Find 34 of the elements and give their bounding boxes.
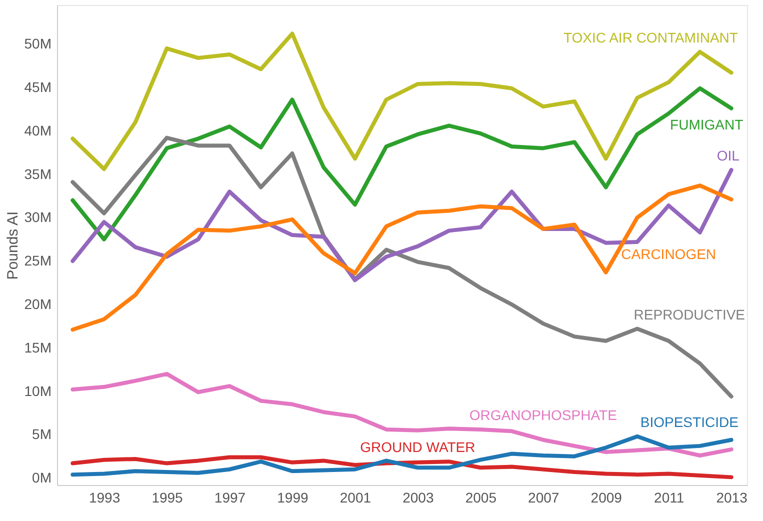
series-label: FUMIGANT xyxy=(670,116,744,133)
x-tick-label: 2009 xyxy=(590,490,622,506)
y-tick-label: 5M xyxy=(32,426,52,442)
series-label: BIOPESTICIDE xyxy=(640,414,738,430)
x-tick-label: 2003 xyxy=(402,490,434,506)
y-tick-label: 30M xyxy=(24,209,52,226)
x-tick-label: 2007 xyxy=(528,490,560,506)
y-tick-label: 25M xyxy=(24,252,52,269)
y-tick-label: 35M xyxy=(24,166,52,182)
x-tick-label: 2001 xyxy=(340,490,372,506)
y-axis-title: Pounds AI xyxy=(4,211,22,280)
series-label: GROUND WATER xyxy=(360,439,476,456)
x-tick-label: 1995 xyxy=(152,490,184,506)
x-tick-label: 1997 xyxy=(214,490,246,506)
x-tick-label: 1999 xyxy=(277,490,309,506)
x-tick-label: 2013 xyxy=(716,490,748,506)
line-series xyxy=(70,434,734,477)
x-tick-label: 2005 xyxy=(465,490,497,506)
y-tick-label: 20M xyxy=(24,296,52,312)
y-tick-label: 10M xyxy=(24,382,52,399)
series-label: OIL xyxy=(716,148,740,164)
y-tick-label: 45M xyxy=(24,78,52,95)
y-tick-label: 50M xyxy=(24,36,52,52)
series-label: CARCINOGEN xyxy=(621,246,716,262)
line-series xyxy=(70,168,734,282)
x-tick-label: 2011 xyxy=(654,490,684,506)
x-tick-label: 1993 xyxy=(88,490,120,506)
y-tick-label: 40M xyxy=(24,122,52,138)
y-tick-label: 0M xyxy=(32,470,52,486)
y-tick-label: 15M xyxy=(24,339,52,356)
series-label: ORGANOPHOSPHATE xyxy=(469,406,617,423)
series-label: TOXIC AIR CONTAMINANT xyxy=(563,30,738,46)
series-label: REPRODUCTIVE xyxy=(634,306,746,322)
line-series xyxy=(70,455,734,480)
